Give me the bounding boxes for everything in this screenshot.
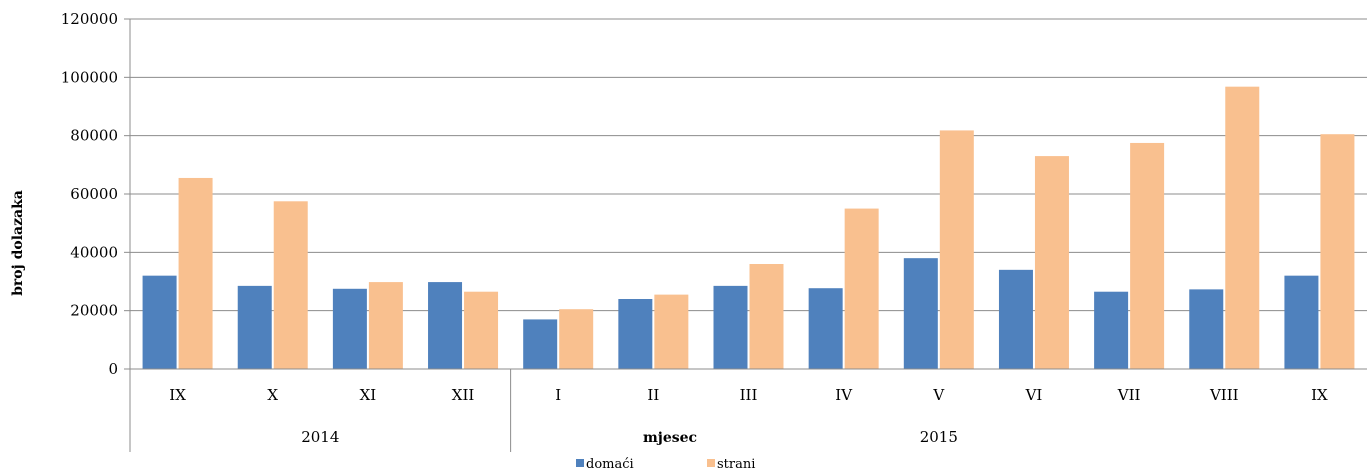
x-tick-label: VI [1025,386,1043,404]
group-label: 2015 [920,428,958,446]
bar-domaci [428,282,463,369]
y-axis-ticks: 0 20000 40000 60000 80000 100000 120000 [61,10,130,378]
y-tick-label: 40000 [70,243,118,261]
bar-domaci [332,288,367,369]
legend: domaći strani [576,457,755,472]
axes [129,19,1367,452]
bar-domaci [618,299,653,369]
x-tick-label: XII [452,386,475,404]
legend-label: domaći [586,457,634,472]
x-tick-label: IX [169,386,186,404]
bar-strani [1225,86,1260,370]
bar-domaci [713,285,748,369]
bar-strani [273,201,308,369]
x-axis-label: mjesec [643,430,697,446]
bar-domaci [523,319,558,369]
bar-strani [1320,134,1355,369]
x-tick-label: IV [835,386,853,404]
legend-label: strani [717,457,755,472]
x-tick-label: XI [360,386,377,404]
bar-domaci [142,275,177,369]
bar-domaci [903,258,938,369]
bar-strani [1034,156,1069,369]
x-tick-label: VIII [1209,386,1239,404]
bar-domaci [1189,289,1224,369]
bar-strani [749,264,784,369]
bar-domaci [998,269,1033,369]
bar-strani [559,309,594,369]
x-tick-label: II [647,386,659,404]
bar-domaci [237,285,272,369]
y-axis-label: broj dolazaka [10,190,26,296]
bar-strani [464,291,499,369]
x-tick-label: X [267,386,278,404]
bar-strani [654,294,689,369]
y-tick-label: 120000 [61,10,118,28]
y-tick-label: 60000 [70,185,118,203]
x-tick-label: VII [1117,386,1141,404]
legend-swatch [576,459,584,467]
group-label: 2014 [301,428,339,446]
bar-strani [844,208,879,369]
x-tick-label: I [555,386,561,404]
bar-domaci [1284,275,1319,369]
y-tick-label: 80000 [70,127,118,145]
bar-strani [368,282,403,369]
legend-swatch [707,459,715,467]
y-tick-label: 20000 [70,302,118,320]
bar-strani [939,130,974,369]
bar-domaci [1094,291,1129,369]
gridlines [130,18,1367,312]
bar-strani [178,177,213,369]
y-tick-label: 100000 [61,68,118,86]
bars [142,86,1355,370]
bar-domaci [808,288,843,369]
x-tick-label: III [740,386,758,404]
x-tick-label: V [932,386,945,404]
y-tick-label: 0 [108,360,118,378]
x-tick-label: IX [1311,386,1328,404]
bar-strani [1130,142,1165,369]
